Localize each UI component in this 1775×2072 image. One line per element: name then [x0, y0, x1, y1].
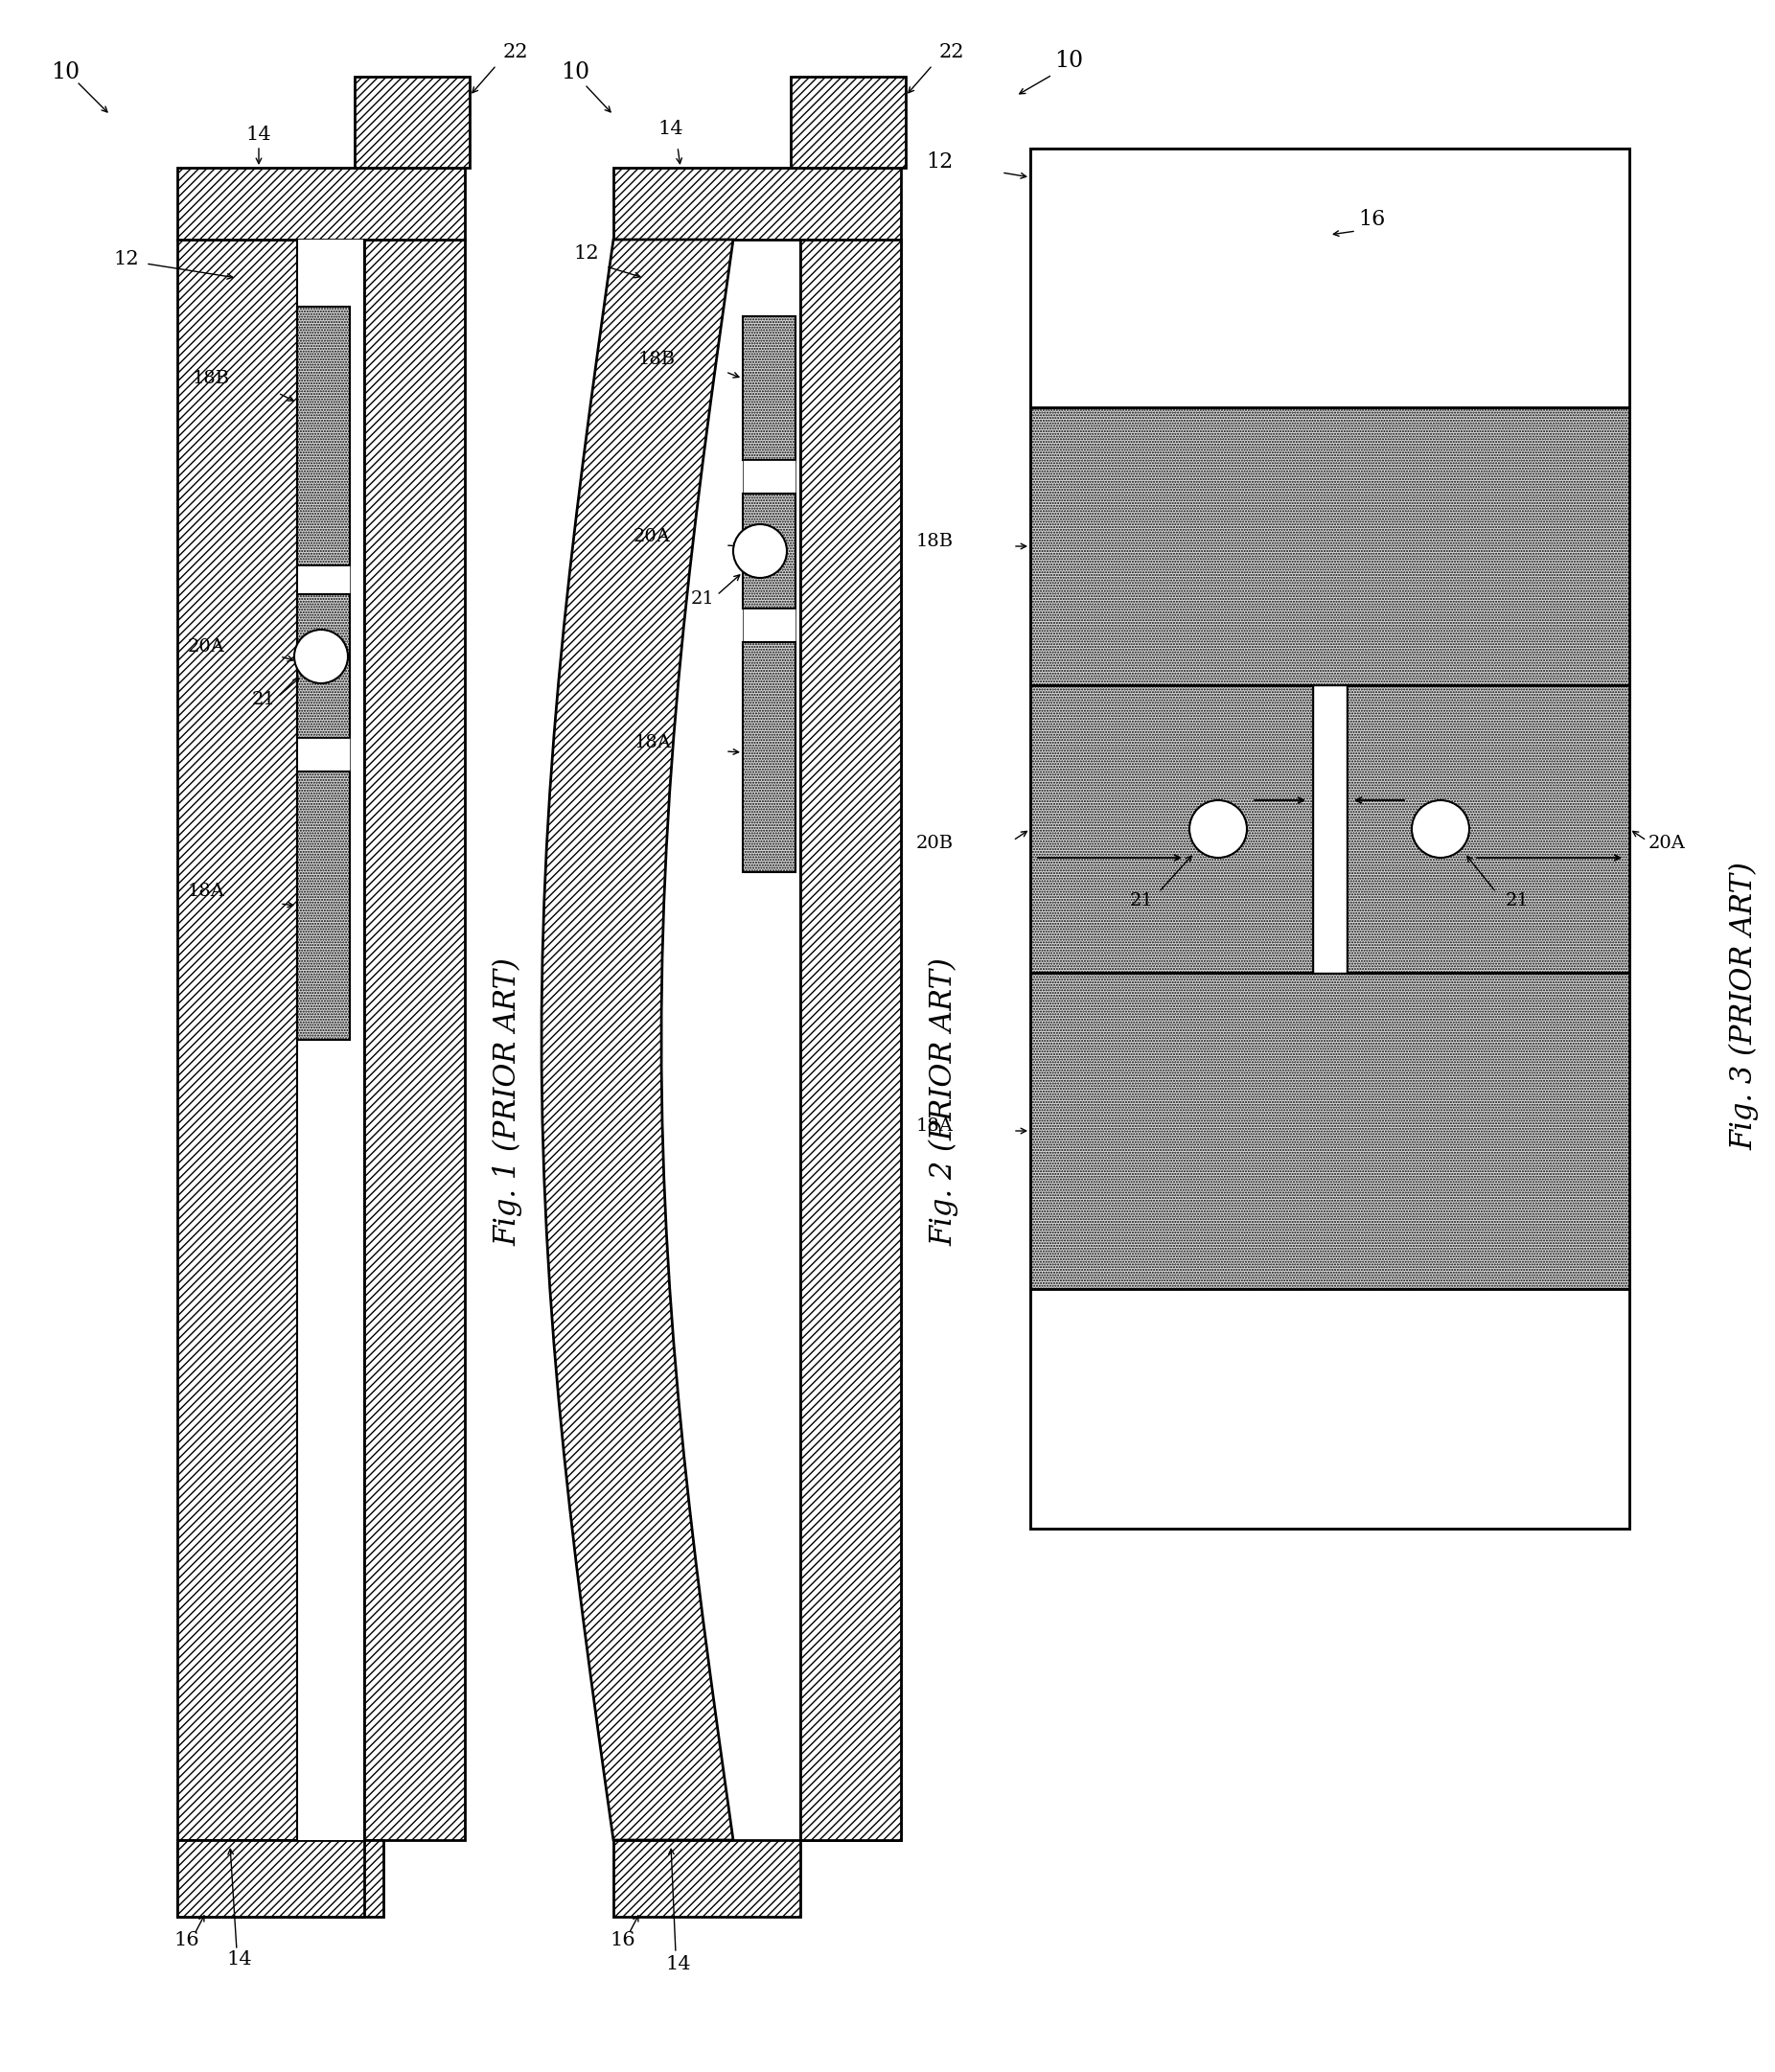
Bar [1029, 149, 1629, 408]
Text: 18B: 18B [639, 350, 676, 369]
Text: 12: 12 [114, 249, 138, 267]
Text: 18B: 18B [192, 371, 231, 387]
Bar [1347, 686, 1629, 972]
Bar [1029, 149, 1629, 1529]
Text: 22: 22 [502, 44, 529, 62]
Text: 14: 14 [666, 1956, 690, 1973]
Bar [296, 566, 350, 595]
Bar [1029, 972, 1629, 1289]
Bar [1029, 686, 1314, 972]
Bar [742, 317, 795, 460]
Bar [742, 642, 795, 872]
Text: 20B: 20B [916, 835, 953, 852]
Bar [801, 240, 902, 1840]
Text: 21: 21 [1129, 893, 1154, 910]
Bar [296, 771, 350, 1040]
Text: 21: 21 [690, 591, 714, 607]
Circle shape [295, 630, 348, 684]
Bar [1029, 686, 1314, 972]
Text: 10: 10 [1054, 50, 1083, 73]
Bar [1314, 686, 1347, 972]
Bar [1029, 408, 1629, 686]
Text: Fig. 3 (PRIOR ART): Fig. 3 (PRIOR ART) [1729, 862, 1759, 1150]
Text: 12: 12 [927, 151, 953, 172]
Bar [1314, 686, 1347, 972]
Bar [801, 240, 902, 1840]
Bar [296, 307, 350, 566]
Text: 20A: 20A [1649, 835, 1686, 852]
Bar [790, 77, 905, 168]
Text: 10: 10 [51, 60, 80, 83]
Bar [178, 1840, 364, 1917]
Circle shape [1411, 800, 1470, 858]
Text: 14: 14 [247, 124, 272, 143]
Text: 20A: 20A [188, 638, 225, 655]
Text: 20A: 20A [634, 528, 671, 545]
Bar [178, 1840, 383, 1917]
Bar [1029, 408, 1629, 686]
Text: 16: 16 [1358, 209, 1384, 230]
Text: 14: 14 [227, 1950, 252, 1968]
Bar [296, 240, 364, 1840]
Bar [614, 168, 902, 240]
Bar [296, 595, 350, 738]
Bar [1029, 972, 1629, 1289]
Bar [742, 609, 795, 642]
Text: 18A: 18A [916, 1117, 953, 1135]
Text: 10: 10 [561, 60, 589, 83]
Bar [296, 738, 350, 771]
Text: 14: 14 [659, 120, 683, 139]
Circle shape [733, 524, 786, 578]
Text: 22: 22 [939, 44, 964, 62]
Bar [355, 77, 470, 168]
Text: 18A: 18A [634, 733, 671, 752]
Bar [742, 460, 795, 493]
Bar [1029, 149, 1629, 408]
Bar [742, 493, 795, 609]
Polygon shape [541, 240, 733, 1840]
Text: Fig. 2 (PRIOR ART): Fig. 2 (PRIOR ART) [928, 957, 958, 1245]
Text: 18B: 18B [916, 533, 953, 549]
Bar [728, 240, 801, 1840]
Text: 16: 16 [174, 1931, 199, 1950]
Bar [1347, 686, 1629, 972]
Text: Fig. 1 (PRIOR ART): Fig. 1 (PRIOR ART) [493, 957, 524, 1245]
Bar [178, 168, 465, 240]
Text: 12: 12 [573, 244, 598, 263]
Text: 21: 21 [1505, 893, 1528, 910]
Bar [364, 240, 465, 1840]
Text: 21: 21 [252, 690, 275, 709]
Text: 16: 16 [611, 1931, 635, 1950]
Bar [1029, 1289, 1629, 1529]
Circle shape [1189, 800, 1246, 858]
Bar [1029, 1289, 1629, 1529]
Bar [614, 1840, 801, 1917]
Bar [178, 240, 296, 1840]
Text: 18A: 18A [188, 883, 225, 899]
